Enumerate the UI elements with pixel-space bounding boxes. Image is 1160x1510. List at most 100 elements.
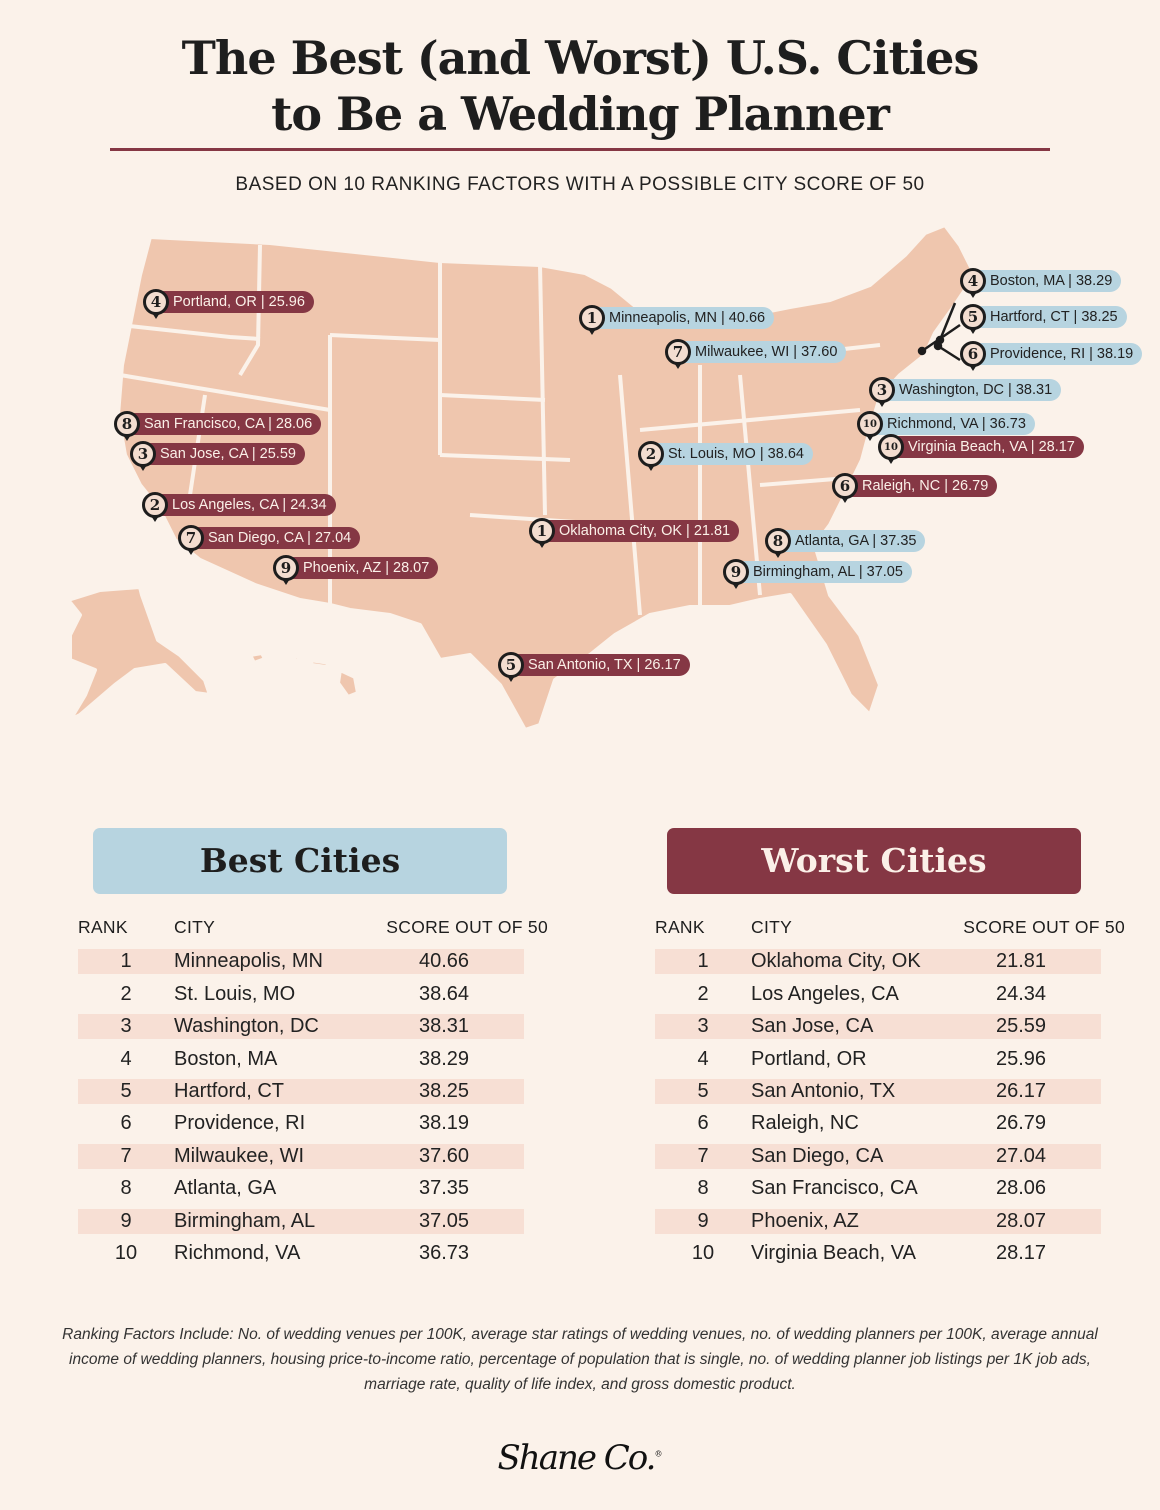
table-row: 5 Hartford, CT 38.25 — [78, 1078, 524, 1104]
city-cell: San Antonio, TX — [751, 1079, 896, 1102]
title-divider — [110, 148, 1050, 151]
pin-label: San Antonio, TX | 26.17 — [508, 654, 690, 676]
rank-badge: 8 — [114, 411, 140, 437]
table-row: 4 Portland, OR 25.96 — [655, 1047, 1101, 1072]
city-cell: St. Louis, MO — [174, 982, 296, 1005]
map-pin-icon: 6 — [832, 473, 858, 503]
registered-mark: ® — [654, 1449, 663, 1459]
score-cell: 38.19 — [418, 1112, 470, 1135]
table-row: 2 St. Louis, MO 38.64 — [78, 982, 524, 1007]
score-cell: 24.34 — [995, 982, 1047, 1005]
table-row: 10 Richmond, VA 36.73 — [78, 1241, 524, 1266]
score-cell: 38.29 — [418, 1047, 470, 1070]
map-pin-icon: 2 — [142, 492, 168, 522]
rank-cell: 4 — [697, 1047, 709, 1070]
rank-cell: 6 — [697, 1112, 709, 1135]
city-pin: 7 San Diego, CA | 27.04 — [178, 525, 361, 555]
page-title: The Best (and Worst) U.S. Cities to Be a… — [0, 30, 1160, 142]
city-cell: Richmond, VA — [174, 1241, 301, 1264]
rank-badge: 5 — [960, 304, 986, 330]
map-pin-icon: 2 — [638, 441, 664, 471]
rank-badge: 1 — [529, 518, 555, 544]
city-pin: 9 Phoenix, AZ | 28.07 — [273, 555, 439, 585]
map-pin-icon: 7 — [665, 339, 691, 369]
col-rank: RANK — [78, 916, 128, 937]
score-cell: 21.81 — [995, 950, 1047, 973]
table-row: 9 Phoenix, AZ 28.07 — [655, 1208, 1101, 1234]
map-pin-icon: 5 — [960, 304, 986, 334]
city-cell: Los Angeles, CA — [751, 982, 899, 1005]
col-score: SCORE OUT OF 50 — [963, 916, 1125, 937]
pin-label: Oklahoma City, OK | 21.81 — [539, 520, 740, 542]
city-cell: Oklahoma City, OK — [751, 950, 921, 973]
col-rank: RANK — [655, 916, 705, 937]
city-cell: Virginia Beach, VA — [751, 1241, 916, 1264]
rank-cell: 8 — [697, 1177, 709, 1200]
table-header: RANK CITY SCORE OUT OF 50 — [655, 912, 1125, 942]
rank-cell: 10 — [691, 1241, 715, 1264]
score-cell: 38.31 — [418, 1015, 470, 1038]
city-cell: Minneapolis, MN — [174, 950, 323, 973]
map-pin-icon: 3 — [869, 377, 895, 407]
rank-cell: 1 — [120, 950, 132, 973]
map-pin-icon: 5 — [498, 652, 524, 682]
rank-badge: 6 — [832, 473, 858, 499]
rank-cell: 2 — [120, 982, 132, 1005]
map-pin-icon: 8 — [114, 411, 140, 441]
col-city: CITY — [751, 916, 793, 937]
rank-badge: 9 — [723, 559, 749, 585]
city-pin: 3 San Jose, CA | 25.59 — [130, 441, 305, 471]
city-pin: 4 Portland, OR | 25.96 — [143, 289, 314, 319]
rank-cell: 5 — [697, 1079, 709, 1102]
pin-label: Virginia Beach, VA | 28.17 — [888, 436, 1084, 458]
ranking-factors-footnote: Ranking Factors Include: No. of wedding … — [62, 1326, 1098, 1393]
city-pin: 10 Virginia Beach, VA | 28.17 — [878, 434, 1084, 464]
city-pin: 5 Hartford, CT | 38.25 — [960, 304, 1127, 334]
rank-badge: 10 — [857, 411, 883, 437]
rank-badge: 5 — [498, 652, 524, 678]
pin-label: St. Louis, MO | 38.64 — [648, 443, 813, 465]
rank-cell: 5 — [120, 1079, 132, 1102]
score-cell: 27.04 — [995, 1144, 1047, 1167]
rank-cell: 2 — [697, 982, 709, 1005]
rank-cell: 6 — [120, 1112, 132, 1135]
city-pin: 1 Oklahoma City, OK | 21.81 — [529, 518, 740, 548]
pin-label: Birmingham, AL | 37.05 — [733, 561, 912, 583]
col-score: SCORE OUT OF 50 — [386, 916, 548, 937]
pin-label: San Diego, CA | 27.04 — [188, 527, 361, 549]
map-pin-icon: 7 — [178, 525, 204, 555]
table-row: 5 San Antonio, TX 26.17 — [655, 1078, 1101, 1104]
map-pin-icon: 9 — [273, 555, 299, 585]
score-cell: 28.06 — [995, 1177, 1047, 1200]
map-pin-icon: 4 — [960, 268, 986, 298]
us-map: 4 Portland, OR | 25.96 8 San Francisco, CA … — [0, 215, 1160, 755]
rank-cell: 9 — [697, 1209, 709, 1232]
map-pin-icon: 10 — [878, 434, 904, 464]
score-cell: 38.64 — [418, 982, 470, 1005]
rank-badge: 2 — [142, 492, 168, 518]
worst-cities-table: RANK CITY SCORE OUT OF 50 1 Oklahoma City… — [655, 912, 1125, 1266]
pin-label: Richmond, VA | 36.73 — [867, 413, 1035, 435]
pin-label: Atlanta, GA | 37.35 — [775, 530, 926, 552]
map-pin-icon: 3 — [130, 441, 156, 471]
city-cell: Milwaukee, WI — [174, 1144, 305, 1167]
rank-cell: 4 — [120, 1047, 132, 1070]
city-cell: San Francisco, CA — [751, 1177, 918, 1200]
map-pin-icon: 1 — [529, 518, 555, 548]
city-pin: 1 Minneapolis, MN | 40.66 — [579, 305, 775, 335]
city-pin: 2 Los Angeles, CA | 24.34 — [142, 492, 336, 522]
title-line-1: The Best (and Worst) U.S. Cities — [181, 31, 980, 85]
pin-label: Minneapolis, MN | 40.66 — [589, 307, 775, 329]
rank-badge: 4 — [960, 268, 986, 294]
pin-label: Portland, OR | 25.96 — [153, 291, 314, 313]
rank-cell: 1 — [697, 950, 709, 973]
map-pin-icon: 9 — [723, 559, 749, 589]
score-cell: 28.17 — [995, 1241, 1047, 1264]
city-cell: Hartford, CT — [174, 1079, 285, 1102]
rank-badge: 10 — [878, 434, 904, 460]
map-pin-icon: 8 — [765, 528, 791, 558]
rank-badge: 3 — [130, 441, 156, 467]
city-cell: Portland, OR — [751, 1047, 867, 1070]
rank-cell: 9 — [120, 1209, 132, 1232]
score-cell: 37.60 — [418, 1144, 470, 1167]
